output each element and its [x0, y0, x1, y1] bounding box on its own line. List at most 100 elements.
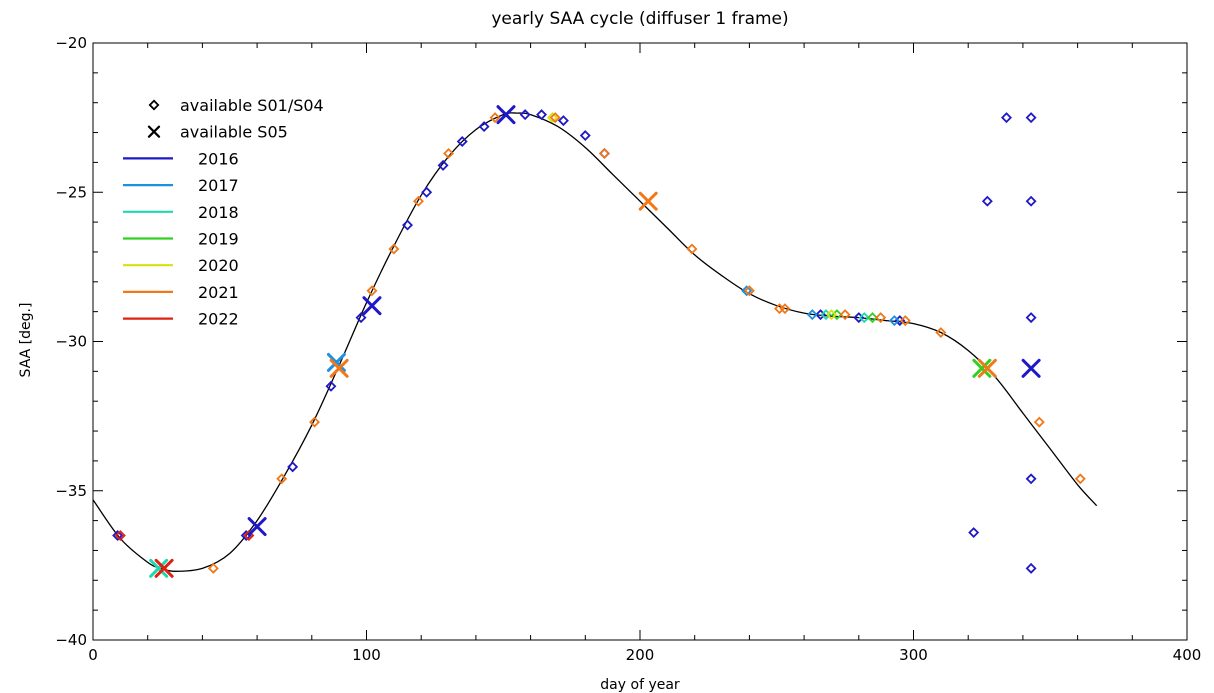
series-2022-s05 [154, 558, 174, 578]
cross-point [362, 296, 382, 316]
cross-point [154, 558, 174, 578]
series-2019-s05 [972, 358, 992, 378]
y-tick-label: −20 [55, 34, 87, 52]
diamond-point [1025, 195, 1037, 207]
legend-cross-icon-stroke [147, 125, 161, 138]
cross-point-stroke [362, 296, 382, 316]
diamond-point [443, 147, 455, 159]
diamond-point [579, 130, 591, 142]
y-axis-label: SAA [deg.] [18, 303, 34, 378]
legend-label: available S05 [180, 123, 288, 142]
cross-point-stroke [638, 191, 658, 211]
cross-point-stroke [149, 558, 169, 578]
diamond-point [806, 309, 818, 321]
data-marks [112, 105, 1086, 578]
diamond-point [1025, 312, 1037, 324]
legend-diamond-icon [148, 99, 160, 111]
diamond-point [437, 159, 449, 171]
legend-label: 2020 [198, 256, 239, 275]
cross-point-stroke [1021, 358, 1041, 378]
diamond-point [598, 147, 610, 159]
legend-label: 2016 [198, 149, 239, 168]
x-tick-label: 400 [1173, 646, 1202, 664]
cross-point-stroke [972, 358, 992, 378]
series-2021 [207, 112, 1086, 574]
diamond-point [1001, 112, 1012, 124]
cross-point-stroke [496, 105, 516, 125]
x-tick-label: 0 [88, 646, 98, 664]
x-tick-label: 100 [352, 646, 381, 664]
diamond-point [309, 416, 321, 428]
cross-point [1021, 358, 1041, 378]
y-tick-label: −35 [55, 482, 87, 500]
diamond-point [519, 109, 531, 121]
cross-point [977, 358, 997, 378]
diamond-point [421, 186, 433, 198]
diamond-point [388, 243, 400, 255]
diamond-point [112, 530, 124, 541]
series-2016-s05 [247, 105, 1041, 537]
axes: 0 100 200 300 400 −40 −35 −30 −25 −20 [55, 34, 1201, 664]
series-2021-s05 [329, 191, 997, 378]
diamond-point [456, 136, 468, 147]
diamond-point [779, 303, 791, 315]
legend-label: available S01/S04 [180, 96, 324, 115]
diamond-point [276, 473, 288, 485]
diamond-point [478, 121, 490, 133]
diamond-point [981, 195, 993, 207]
diamond-point [549, 112, 561, 124]
diamond-point [536, 109, 548, 121]
diamond-point [325, 380, 337, 392]
cross-point [638, 191, 658, 211]
diamond-point [1025, 112, 1037, 124]
cross-point [247, 517, 267, 537]
diamond-point [935, 327, 947, 339]
diamond-point [557, 115, 569, 127]
diamond-point [355, 312, 367, 324]
diamond-point [366, 285, 378, 297]
diamond-point [899, 315, 911, 327]
series-2020 [547, 112, 837, 321]
diamond-point [839, 309, 851, 321]
diamond-point [489, 112, 501, 124]
x-tick-label: 300 [899, 646, 928, 664]
y-tick-label: −30 [55, 333, 87, 351]
diamond-point [402, 219, 413, 231]
y-tick-label: −40 [55, 631, 87, 649]
diamond-point [1074, 473, 1086, 485]
diamond-point [867, 312, 878, 324]
legend-label: 2017 [198, 176, 239, 195]
x-axis-label: day of year [600, 677, 680, 693]
series-2018-s05 [149, 558, 169, 578]
diamond-point [1033, 416, 1045, 428]
series-2022 [114, 530, 255, 541]
cross-point-stroke [154, 558, 174, 578]
legend-cross-icon [147, 125, 161, 138]
diamond-point [888, 315, 900, 327]
diamond-point [287, 461, 299, 473]
diamond-point [1025, 473, 1037, 485]
diamond-point [686, 243, 698, 255]
cross-point-stroke [326, 352, 346, 372]
cross-point [149, 558, 169, 578]
series-2017 [741, 285, 900, 327]
legend-label: 2018 [198, 203, 239, 222]
legend-label: 2022 [198, 310, 239, 329]
diamond-point [968, 527, 980, 539]
diamond-point [858, 312, 870, 324]
cross-point [329, 358, 349, 378]
diamond-point [743, 285, 755, 297]
cross-point-stroke [247, 517, 267, 537]
x-tick-label: 200 [626, 646, 655, 664]
cross-point [972, 358, 992, 378]
diamond-point [741, 285, 753, 297]
legend-label: 2019 [198, 230, 239, 249]
diamond-point [114, 530, 126, 541]
legend: available S01/S04 available S05 2016 2017 20… [123, 96, 324, 329]
diamond-point [825, 309, 837, 321]
diamond-point [1025, 562, 1037, 574]
diamond-point [412, 195, 424, 207]
legend-label: 2021 [198, 283, 239, 302]
cross-point-stroke [329, 358, 349, 378]
